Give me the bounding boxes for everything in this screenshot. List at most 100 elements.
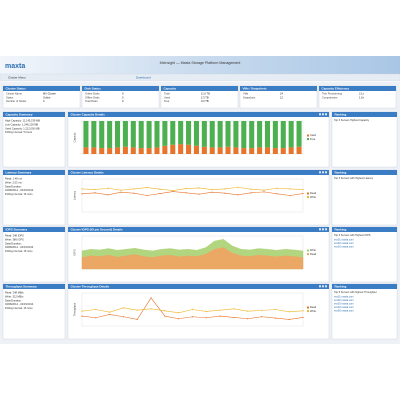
cluster-menu[interactable]: Cluster Menu [8,75,26,79]
legend-swatch [307,253,309,256]
y-axis-label: Capacity [73,132,77,143]
bar-segment [296,146,302,154]
bar-segment [107,148,113,154]
bar-segment [162,145,168,154]
summary-line: Read: 248 IOPS [5,234,24,238]
point [94,192,96,194]
bar-segment [193,145,199,154]
summary-panel-title: Capacity Summary [6,112,33,116]
point [233,308,235,310]
status-value: 24 [280,92,283,96]
bar-segment [186,144,192,154]
panel-icon [322,171,324,174]
bar-segment [241,148,247,154]
summary-line: Read: 248 MB/s [5,291,24,295]
summary-panel-title: Throughput Summary [6,284,38,288]
point [237,186,239,188]
status-box-header [82,86,159,91]
bar-segment [241,121,247,149]
legend-label: Used [310,133,317,137]
summary-panel-header [3,170,65,175]
point [260,316,263,318]
panel-icon [322,228,324,231]
status-label: Total [164,92,170,96]
bar-segment [225,146,231,154]
summary-line: Write: 386 IOPS [5,237,24,241]
chart-panel-header [68,284,329,289]
point [288,318,290,320]
point [185,192,187,194]
bar-segment [249,121,255,149]
point [289,188,291,190]
bar-segment [225,121,231,147]
y-axis-label: IOPS [73,249,77,255]
point [136,309,138,311]
bar-segment [264,121,271,148]
status-value: 1.6x [359,95,365,99]
legend-swatch [307,306,309,309]
status-box-header [319,86,396,91]
point [219,309,221,311]
legend-label: Free [310,137,316,141]
status-value: Online [43,95,51,99]
legend-swatch [307,310,309,313]
summary-line: Date/Duration: [5,184,22,188]
chart-panel-header [68,227,329,232]
ranking-panel-title: Ranking [335,112,347,116]
ranking-panel-title: Ranking [335,284,347,288]
legend-label: Read [310,191,317,195]
summary-panel-title: Latency Summary [6,170,32,174]
summary-panel-header [3,112,65,117]
status-label: Cluster Name [6,92,22,96]
point [150,308,152,310]
status-value: 11.6 TB [201,92,210,96]
chart-panel-header [68,170,329,175]
app-title: MxInsight — Maxta Storage Platform Manag… [160,61,241,65]
point [159,192,161,195]
point [94,188,96,191]
ranking-subtitle: Top 3 Servers with Highest IOPS [334,234,371,237]
status-value: 2.1x [359,92,365,96]
status-box-title: Capacity [164,86,177,90]
point [233,316,235,319]
point [224,192,226,194]
panel-icon [325,113,327,116]
status-label: Offline Disks [85,95,100,99]
y-axis-label: Throughput [73,303,77,317]
point [219,315,221,317]
status-label: VMs [243,92,249,96]
bar-segment [146,121,152,149]
dashboard-tab[interactable]: Dashboard [136,75,151,79]
point [274,308,276,311]
bar-segment [272,148,278,154]
summary-line: Read: 1.48 ms [5,177,23,181]
summary-line: Polling Interval: 15 mins [5,249,33,253]
plot-area [81,178,304,213]
bar-segment [146,148,152,154]
ranking-item: esx02.maxta.com [334,242,354,245]
bar-segment [170,144,176,154]
status-value: 2.3 TB [201,95,209,99]
summary-line: 04/08/2014 - 04/15/2014 [5,302,34,306]
bar-segment [138,121,144,149]
bar-segment [122,121,128,147]
summary-line: Polling Interval: 5 hours [5,130,33,134]
panel-icon [325,285,327,288]
bar-segment [170,121,176,145]
legend-label: Read [310,252,317,256]
point [172,189,174,192]
ranking-item: esx01.maxta.com [334,239,354,242]
summary-line: High Capacity: 11,145,239 MB [5,119,40,123]
point [164,310,166,312]
bar-segment [91,121,97,148]
point [122,307,125,309]
point [276,193,278,195]
ranking-subtitle: Top 3 Servers with Highest Latency [334,177,374,180]
legend-swatch [307,249,309,252]
content: Cluster Status Cluster Name MX-Cluster Stat… [2,85,398,340]
summary-panel [2,226,66,283]
status-value: 9 [122,92,124,96]
point [172,190,174,193]
point [81,315,83,317]
summary-panel-title: IOPS Summary [6,227,28,231]
